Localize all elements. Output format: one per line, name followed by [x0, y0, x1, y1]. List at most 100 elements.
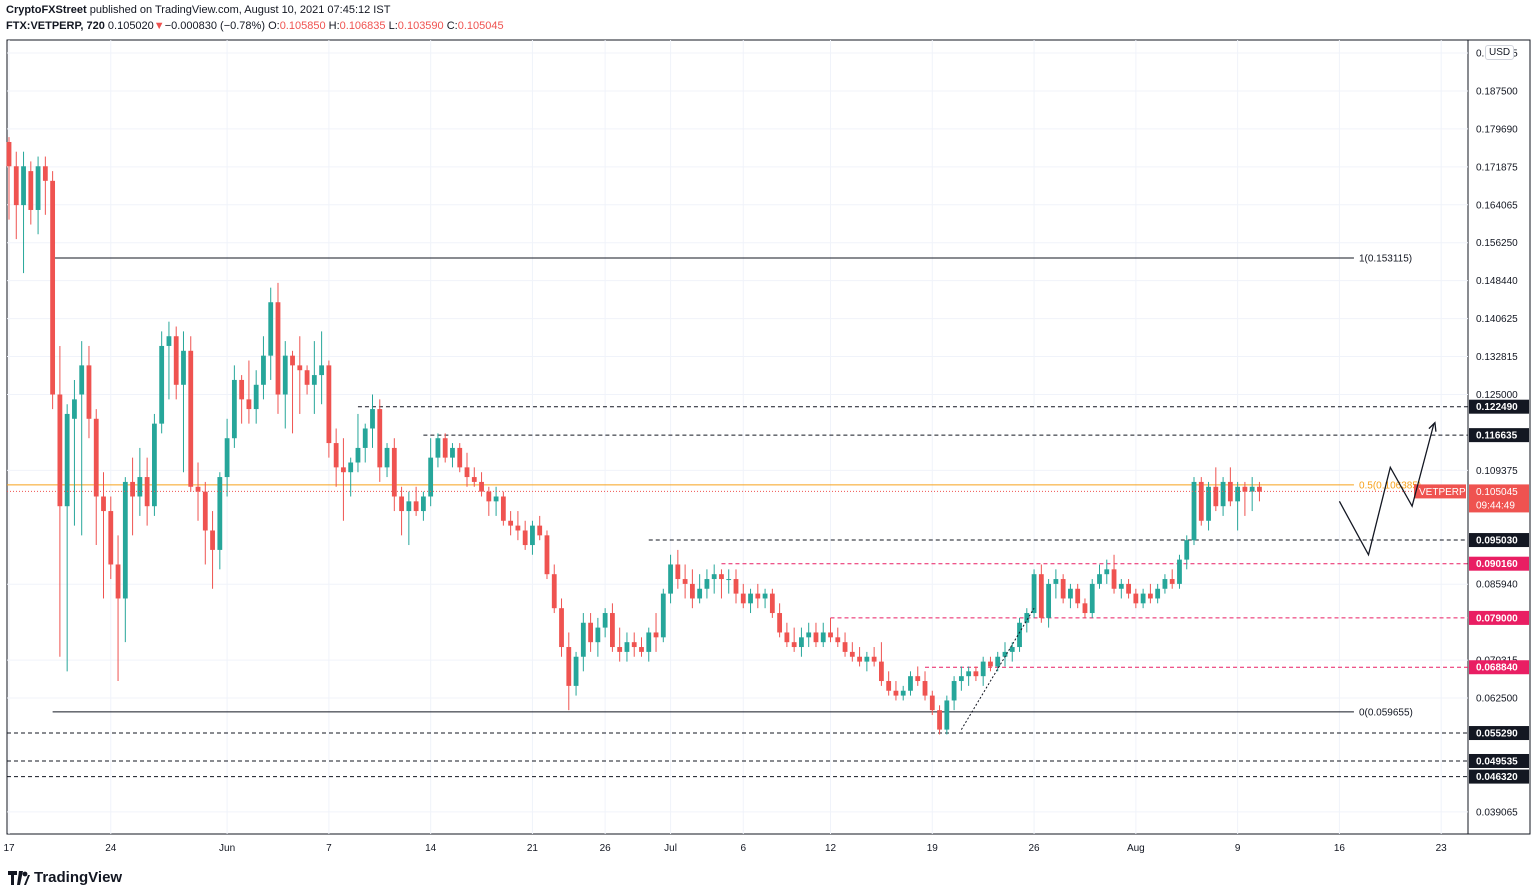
- candle-body: [195, 486, 201, 492]
- candle-body: [420, 496, 426, 512]
- close-label: C:: [446, 20, 458, 32]
- candle-body: [791, 642, 797, 648]
- candle-body: [479, 481, 484, 492]
- candle-body: [595, 627, 601, 643]
- candle-body: [159, 345, 165, 424]
- candle-body: [268, 302, 274, 356]
- candle-body: [137, 477, 143, 497]
- candle-body: [733, 579, 739, 594]
- candle-body: [1097, 574, 1102, 584]
- candle-body: [573, 656, 579, 686]
- projection-arrowhead: [1428, 421, 1437, 432]
- tradingview-logo[interactable]: TradingView: [8, 869, 122, 886]
- x-tick-label: Aug: [1127, 843, 1145, 854]
- publish-info: published on TradingView.com, August 10,…: [89, 4, 391, 16]
- candle-body: [1068, 588, 1073, 599]
- candle-body: [828, 632, 833, 638]
- candle-body: [995, 656, 1001, 667]
- candle-body: [689, 583, 695, 599]
- candle-body: [980, 661, 986, 677]
- candle-body: [231, 379, 237, 439]
- candle-body: [311, 375, 317, 385]
- candle-body: [1009, 647, 1015, 652]
- x-tick-label: Jun: [219, 843, 235, 854]
- y-tick-label: 0.179690: [1476, 124, 1518, 135]
- candle-body: [1017, 622, 1022, 648]
- price-level-tag-label: 0.122490: [1476, 402, 1518, 413]
- candle-body: [1184, 540, 1190, 560]
- publisher-name[interactable]: CryptoFXStreet: [6, 4, 87, 16]
- candle-body: [769, 593, 775, 614]
- candle-body: [202, 491, 208, 531]
- candle-body: [719, 574, 724, 580]
- candle-body: [1118, 583, 1124, 589]
- candle-body: [1002, 651, 1008, 657]
- candle-body: [1213, 486, 1219, 507]
- candle-body: [813, 632, 819, 643]
- candle-body: [580, 622, 586, 657]
- fib-level-label: 0(0.059655): [1359, 707, 1413, 718]
- candle-body: [1191, 481, 1197, 541]
- ohlc-legend: FTX:VETPERP, 720 0.105020▼−0.000830 (−0.…: [6, 20, 504, 32]
- candle-body: [660, 593, 666, 638]
- candle-body: [522, 530, 528, 546]
- candle-body: [13, 166, 19, 206]
- candle-body: [566, 647, 572, 686]
- candle-body: [610, 613, 615, 648]
- candle-body: [784, 632, 790, 643]
- candle-body: [442, 438, 448, 458]
- candle-body: [217, 477, 223, 550]
- candle-body: [1249, 486, 1255, 492]
- candle-body: [639, 647, 644, 652]
- x-tick-label: 21: [527, 843, 539, 854]
- candle-body: [1111, 569, 1117, 589]
- y-tick-label: 0.125000: [1476, 390, 1518, 401]
- candle-body: [951, 681, 957, 701]
- open-label: O:: [268, 20, 280, 32]
- candle-body: [1220, 481, 1226, 507]
- projection-path: [1338, 423, 1435, 557]
- candle-body: [966, 671, 972, 677]
- price-level-tag-label: 0.079000: [1476, 613, 1518, 624]
- candle-body: [72, 399, 77, 419]
- candle-body: [493, 496, 499, 502]
- close-value: 0.105045: [457, 20, 504, 32]
- candle-body: [806, 632, 812, 638]
- x-tick-label: 19: [927, 843, 939, 854]
- candle-body: [748, 593, 753, 604]
- candle-body: [849, 651, 855, 657]
- candle-body: [435, 438, 441, 458]
- symbol-label[interactable]: FTX:VETPERP, 720: [6, 20, 105, 32]
- candle-body: [457, 447, 463, 468]
- candle-body: [246, 399, 252, 410]
- price-level-tag-label: 0.116635: [1476, 431, 1518, 442]
- candle-body: [1046, 583, 1052, 618]
- candle-body: [471, 477, 477, 482]
- price-level-tag: [1469, 533, 1529, 548]
- y-tick-label: 0.164065: [1476, 200, 1518, 211]
- candle-body: [1147, 593, 1153, 599]
- price-level-tag-label: 0.090160: [1476, 559, 1518, 570]
- x-tick-label: 6: [740, 843, 746, 854]
- price-change: −0.000830 (−0.78%): [164, 20, 265, 32]
- candle-body: [697, 588, 703, 599]
- x-tick-label: 26: [600, 843, 612, 854]
- candle-body: [101, 496, 106, 512]
- candle-body: [450, 447, 455, 458]
- brand-name: TradingView: [34, 869, 123, 886]
- currency-button[interactable]: USD: [1485, 45, 1515, 60]
- candle-body: [631, 642, 637, 648]
- x-tick-label: 24: [105, 843, 117, 854]
- y-tick-label: 0.132815: [1476, 352, 1518, 363]
- candle-body: [937, 710, 942, 730]
- candle-body: [1169, 579, 1175, 584]
- candle-body: [755, 593, 761, 599]
- swing-annotation: [960, 607, 1035, 730]
- candle-body: [588, 622, 593, 643]
- y-tick-label: 0.085940: [1476, 580, 1518, 591]
- candle-body: [253, 384, 259, 410]
- x-tick-label: 7: [326, 843, 332, 854]
- candle-body: [188, 350, 194, 487]
- candle-body: [900, 690, 906, 696]
